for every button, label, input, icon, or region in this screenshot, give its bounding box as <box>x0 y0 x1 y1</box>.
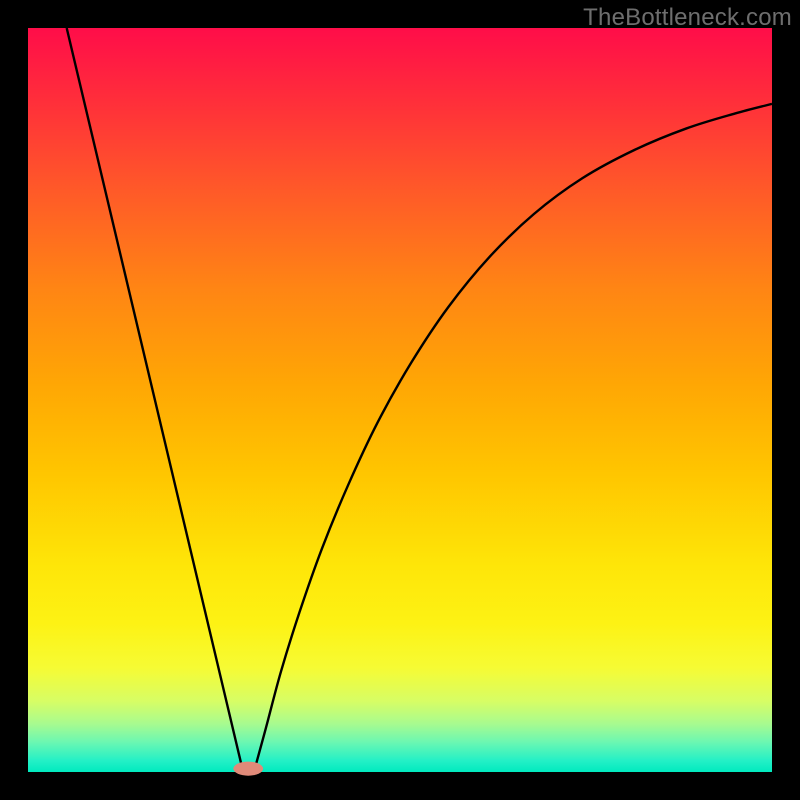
bottleneck-chart <box>0 0 800 800</box>
chart-container: TheBottleneck.com <box>0 0 800 800</box>
bottleneck-marker <box>233 762 263 776</box>
